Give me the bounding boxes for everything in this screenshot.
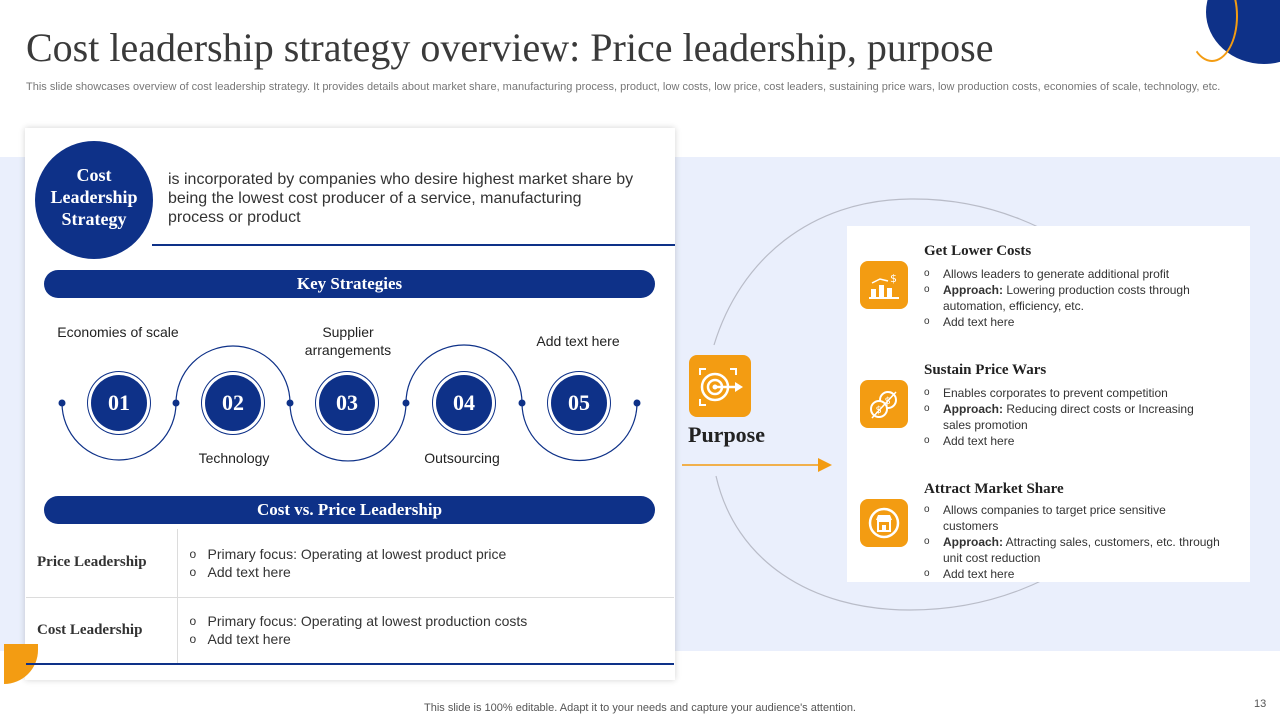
bullet-marker: o xyxy=(924,316,930,327)
divider-line xyxy=(152,244,675,246)
bullet-marker: o xyxy=(924,536,930,547)
bullet-text: Enables corporates to prevent competitio… xyxy=(943,386,1168,400)
row-content-cost: o Primary focus: Operating at lowest prod… xyxy=(177,597,675,665)
table-row: Price Leadership o Primary focus: Operati… xyxy=(26,529,675,598)
wave-dot xyxy=(286,399,294,407)
wave-dot xyxy=(518,399,526,407)
dollar-chart-icon: $ xyxy=(860,261,908,309)
bullet-item: o Approach: Reducing direct costs or Incr… xyxy=(924,401,1224,433)
bullet-item: o Approach: Lowering production costs thr… xyxy=(924,282,1224,314)
purpose-item-list: o Enables corporates to prevent competiti… xyxy=(924,385,1224,449)
bullet-marker: o xyxy=(189,632,197,647)
step-number-05: 05 xyxy=(551,375,607,431)
bullet-item: o Primary focus: Operating at lowest prod… xyxy=(190,612,675,630)
bullet-item: o Add text here xyxy=(924,566,1224,582)
purpose-item-title: Sustain Price Wars xyxy=(924,362,1047,378)
approach-label: Approach: xyxy=(943,535,1003,549)
bullet-text: Approach: Reducing direct costs or Incre… xyxy=(943,401,1224,433)
approach-text: Lowering production costs through automa… xyxy=(943,283,1190,313)
bullet-text: Add text here xyxy=(207,563,291,580)
store-icon xyxy=(860,499,908,547)
wave-dot xyxy=(172,399,180,407)
cost-leadership-badge: Cost Leadership Strategy xyxy=(35,141,153,259)
bullet-text: Add text here xyxy=(207,631,291,648)
step-label-outsourcing: Outsourcing xyxy=(424,450,500,466)
bullet-text: Primary focus: Operating at lowest produ… xyxy=(207,545,507,562)
badge-line-3: Strategy xyxy=(61,209,127,229)
cost-vs-price-table: Price Leadership o Primary focus: Operati… xyxy=(26,529,674,665)
approach-label: Approach: xyxy=(943,283,1003,297)
purpose-label: Purpose xyxy=(688,422,765,447)
bullet-marker: o xyxy=(189,546,197,561)
bullet-item: o Approach: Attracting sales, customers, … xyxy=(924,534,1224,566)
row-header-price: Price Leadership xyxy=(26,529,178,598)
table-row: Cost Leadership o Primary focus: Operatin… xyxy=(26,597,675,665)
wave-dot xyxy=(633,399,641,407)
approach-text: Reducing direct costs or Increasing sale… xyxy=(943,402,1194,432)
bullet-marker: o xyxy=(189,564,197,579)
bullet-item: o Add text here xyxy=(190,563,675,581)
row-content-price: o Primary focus: Operating at lowest prod… xyxy=(177,529,675,598)
step-label-technology: Technology xyxy=(198,450,270,466)
approach-text: Attracting sales, customers, etc. throug… xyxy=(943,535,1220,565)
step-label-add-text: Add text here xyxy=(536,333,620,349)
page-subtitle: This slide showcases overview of cost le… xyxy=(26,81,1221,93)
bullet-item: o Add text here xyxy=(924,314,1224,330)
purpose-item-title: Attract Market Share xyxy=(924,481,1064,497)
purpose-arrow-head xyxy=(818,458,832,472)
page-title: Cost leadership strategy overview: Price… xyxy=(26,25,994,70)
purpose-card xyxy=(847,226,1250,582)
bullet-marker: o xyxy=(924,268,930,279)
bullet-text: Allows leaders to generate additional pr… xyxy=(943,267,1170,281)
bullet-item: o Add text here xyxy=(924,433,1224,449)
purpose-item-list: o Allows companies to target price sensit… xyxy=(924,502,1224,582)
bullet-text: Primary focus: Operating at lowest produ… xyxy=(207,613,528,630)
wave-dot xyxy=(58,399,66,407)
bullet-text: Add text here xyxy=(943,567,1015,581)
bullet-marker: o xyxy=(924,284,930,295)
bullet-text: Allows companies to target price sensiti… xyxy=(943,503,1166,533)
cost-leadership-description: is incorporated by companies who desire … xyxy=(168,171,634,226)
footer-note: This slide is 100% editable. Adapt it to… xyxy=(424,702,856,714)
step-number-03: 03 xyxy=(319,375,375,431)
step-label-economies: Economies of scale xyxy=(57,324,179,340)
bullet-marker: o xyxy=(189,614,197,629)
svg-text:$: $ xyxy=(890,272,897,285)
bullet-text: Approach: Attracting sales, customers, e… xyxy=(943,534,1224,566)
target-dart-icon xyxy=(689,355,751,417)
bullet-marker: o xyxy=(924,504,930,515)
bullet-item: o Enables corporates to prevent competiti… xyxy=(924,385,1224,401)
bullet-item: o Primary focus: Operating at lowest prod… xyxy=(190,545,675,563)
cost-vs-price-heading: Cost vs. Price Leadership xyxy=(44,496,655,524)
step-number-01: 01 xyxy=(91,375,147,431)
wave-dot xyxy=(402,399,410,407)
coins-icon: $ $ xyxy=(860,380,908,428)
purpose-item-title: Get Lower Costs xyxy=(924,243,1032,259)
purpose-item-list: o Allows leaders to generate additional p… xyxy=(924,266,1224,330)
step-number-02: 02 xyxy=(205,375,261,431)
wave-path xyxy=(61,344,638,462)
step-number-04: 04 xyxy=(436,375,492,431)
badge-line-2: Leadership xyxy=(50,187,138,207)
bullet-text: Add text here xyxy=(943,315,1015,329)
bullet-text: Add text here xyxy=(943,434,1015,448)
approach-label: Approach: xyxy=(943,402,1003,416)
badge-line-1: Cost xyxy=(76,165,112,185)
bullet-item: o Allows leaders to generate additional p… xyxy=(924,266,1224,282)
bullet-marker: o xyxy=(924,568,930,579)
step-label-supplier: Supplier arrangements xyxy=(304,324,392,358)
bullet-marker: o xyxy=(924,435,930,446)
bullet-marker: o xyxy=(924,387,930,398)
page-number: 13 xyxy=(1254,698,1267,710)
bullet-marker: o xyxy=(924,403,930,414)
bullet-item: o Add text here xyxy=(190,630,675,648)
bullet-item: o Allows companies to target price sensit… xyxy=(924,502,1224,534)
bullet-text: Approach: Lowering production costs thro… xyxy=(943,282,1224,314)
key-strategies-heading: Key Strategies xyxy=(44,270,655,298)
row-header-cost: Cost Leadership xyxy=(26,597,178,665)
